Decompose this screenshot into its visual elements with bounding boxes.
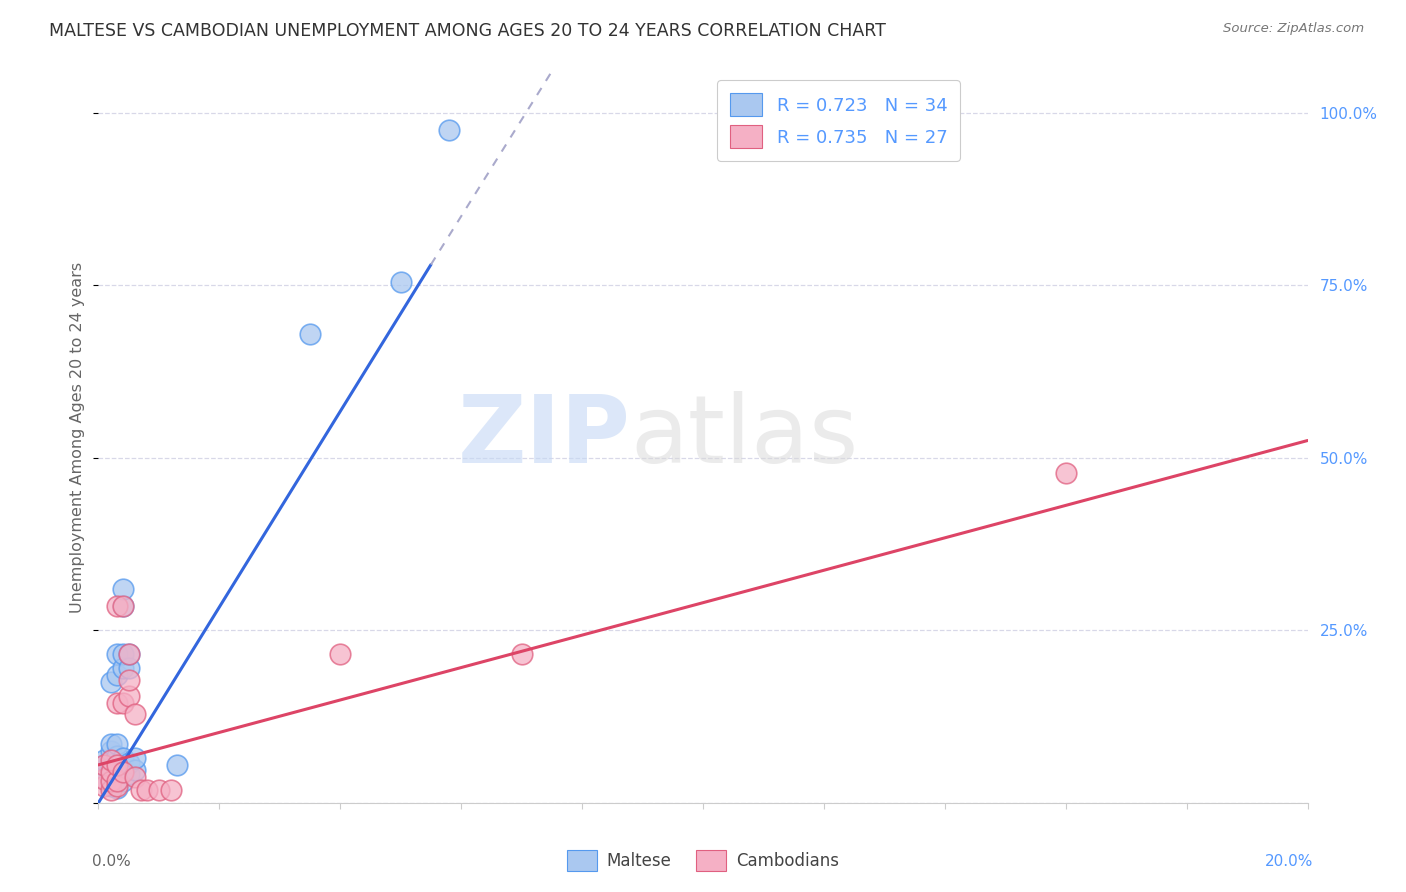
Y-axis label: Unemployment Among Ages 20 to 24 years: Unemployment Among Ages 20 to 24 years bbox=[70, 261, 86, 613]
Point bbox=[105, 599, 128, 614]
Point bbox=[111, 599, 134, 614]
Point bbox=[124, 763, 146, 777]
Point bbox=[105, 757, 128, 772]
Point bbox=[118, 689, 141, 703]
Point bbox=[111, 751, 134, 765]
Point bbox=[135, 783, 157, 797]
Point bbox=[105, 737, 128, 751]
Point bbox=[111, 773, 134, 788]
Point bbox=[148, 783, 170, 797]
Point bbox=[105, 773, 128, 788]
Point bbox=[329, 648, 352, 662]
Text: atlas: atlas bbox=[630, 391, 859, 483]
Point bbox=[100, 773, 122, 788]
Point bbox=[510, 648, 533, 662]
Point bbox=[389, 275, 412, 289]
Point bbox=[100, 764, 122, 779]
Text: ZIP: ZIP bbox=[457, 391, 630, 483]
Point bbox=[100, 779, 122, 793]
Point bbox=[111, 764, 134, 779]
Text: MALTESE VS CAMBODIAN UNEMPLOYMENT AMONG AGES 20 TO 24 YEARS CORRELATION CHART: MALTESE VS CAMBODIAN UNEMPLOYMENT AMONG … bbox=[49, 22, 886, 40]
Legend: Maltese, Cambodians: Maltese, Cambodians bbox=[560, 844, 846, 878]
Point bbox=[111, 648, 134, 662]
Point bbox=[100, 675, 122, 690]
Point bbox=[105, 668, 128, 682]
Point bbox=[105, 648, 128, 662]
Point bbox=[118, 661, 141, 675]
Point bbox=[93, 763, 115, 777]
Point bbox=[124, 751, 146, 765]
Point bbox=[124, 770, 146, 784]
Point bbox=[93, 753, 115, 767]
Point bbox=[105, 772, 128, 786]
Point bbox=[111, 599, 134, 614]
Point bbox=[105, 757, 128, 772]
Point bbox=[118, 767, 141, 781]
Point bbox=[160, 783, 183, 797]
Point bbox=[105, 748, 128, 763]
Point bbox=[124, 707, 146, 722]
Point bbox=[118, 756, 141, 770]
Point bbox=[93, 779, 115, 793]
Point bbox=[129, 783, 152, 797]
Point bbox=[118, 648, 141, 662]
Point bbox=[100, 744, 122, 758]
Point bbox=[437, 123, 460, 137]
Point bbox=[166, 757, 188, 772]
Point bbox=[118, 673, 141, 687]
Point bbox=[93, 772, 115, 786]
Point bbox=[299, 326, 322, 341]
Text: 0.0%: 0.0% bbox=[93, 854, 131, 869]
Point bbox=[100, 737, 122, 751]
Point bbox=[111, 582, 134, 596]
Point bbox=[118, 648, 141, 662]
Point bbox=[93, 757, 115, 772]
Legend: R = 0.723   N = 34, R = 0.735   N = 27: R = 0.723 N = 34, R = 0.735 N = 27 bbox=[717, 80, 960, 161]
Point bbox=[111, 661, 134, 675]
Point bbox=[100, 783, 122, 797]
Text: Source: ZipAtlas.com: Source: ZipAtlas.com bbox=[1223, 22, 1364, 36]
Point bbox=[93, 757, 115, 772]
Point bbox=[100, 760, 122, 774]
Point bbox=[100, 770, 122, 784]
Point bbox=[105, 696, 128, 710]
Point bbox=[105, 779, 128, 793]
Point bbox=[100, 753, 122, 767]
Point bbox=[105, 780, 128, 795]
Point bbox=[111, 696, 134, 710]
Text: 20.0%: 20.0% bbox=[1265, 854, 1313, 869]
Point bbox=[111, 763, 134, 777]
Point bbox=[93, 772, 115, 786]
Point bbox=[1054, 466, 1077, 480]
